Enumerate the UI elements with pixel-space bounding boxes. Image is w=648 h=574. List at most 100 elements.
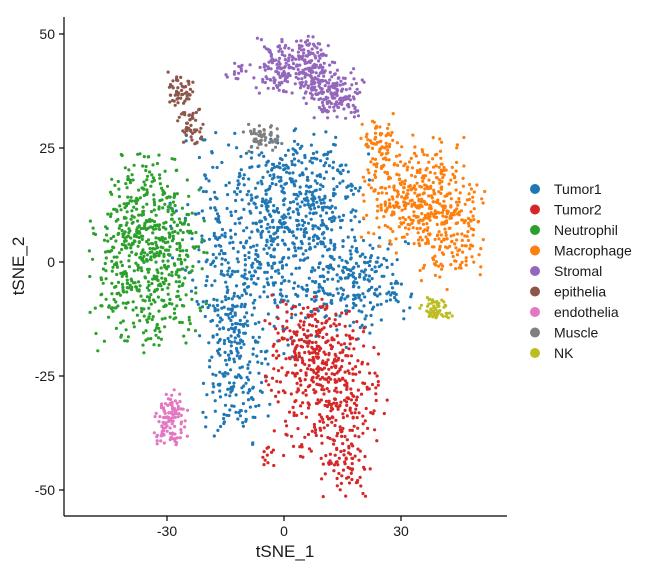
point (397, 225, 401, 229)
point (334, 354, 338, 358)
point (411, 133, 415, 137)
point (142, 193, 146, 198)
point (223, 234, 227, 239)
point (388, 142, 392, 146)
point (170, 406, 175, 410)
point (125, 274, 129, 278)
point (307, 341, 311, 345)
point (352, 424, 356, 428)
point (312, 88, 316, 92)
point (292, 67, 296, 71)
point (283, 391, 287, 395)
point (354, 407, 358, 411)
point (306, 49, 310, 53)
point (234, 393, 238, 397)
legend-swatch (530, 245, 540, 256)
point (238, 174, 242, 178)
point (222, 305, 226, 309)
point (212, 234, 216, 238)
point (240, 386, 244, 390)
point (249, 156, 253, 160)
point (349, 218, 353, 223)
point (340, 102, 344, 106)
point (368, 331, 372, 335)
point (304, 192, 308, 196)
point (176, 405, 180, 409)
point (310, 270, 314, 274)
point (209, 206, 213, 210)
point (314, 428, 318, 432)
point (471, 195, 475, 199)
point (197, 248, 201, 252)
point (354, 81, 358, 86)
point (300, 144, 304, 148)
point (176, 119, 180, 123)
point (306, 178, 310, 182)
point (322, 302, 326, 306)
point (327, 206, 331, 210)
point (347, 446, 351, 450)
point (420, 212, 424, 216)
point (235, 146, 239, 150)
point (304, 227, 308, 231)
point (331, 95, 335, 99)
point (266, 445, 271, 449)
point (335, 68, 339, 72)
point (175, 75, 179, 79)
point (331, 160, 336, 164)
point (224, 358, 228, 362)
point (322, 392, 326, 396)
point (419, 185, 423, 189)
point (272, 204, 276, 208)
point (286, 59, 290, 63)
point (223, 258, 228, 262)
point (117, 226, 121, 230)
point (346, 354, 350, 358)
point (120, 282, 125, 286)
point (348, 324, 352, 328)
point (172, 220, 176, 224)
point (261, 80, 265, 84)
point (265, 277, 269, 281)
point (481, 238, 485, 242)
point (309, 143, 313, 147)
point (356, 114, 361, 118)
legend-swatch (530, 327, 540, 338)
point (454, 200, 459, 204)
point (255, 354, 259, 358)
point (132, 163, 136, 167)
point (266, 170, 270, 174)
point (138, 196, 142, 200)
point (103, 261, 107, 266)
legend-label: endothelia (554, 304, 619, 320)
point (420, 148, 424, 152)
point (373, 371, 377, 375)
point (218, 389, 222, 393)
point (91, 226, 95, 230)
point (357, 309, 361, 313)
point (422, 216, 427, 220)
point (185, 408, 190, 412)
point (112, 234, 116, 239)
point (124, 306, 128, 310)
point (293, 305, 298, 309)
point (172, 437, 176, 441)
point (315, 382, 319, 386)
point (298, 190, 302, 194)
point (332, 463, 337, 467)
point (316, 370, 320, 374)
y-tick-label: -25 (35, 368, 55, 384)
point (295, 39, 299, 43)
point (295, 223, 299, 228)
point (409, 295, 413, 299)
point (227, 353, 231, 357)
point (255, 243, 259, 247)
point (285, 75, 289, 79)
point (177, 412, 181, 416)
point (317, 66, 321, 70)
point (432, 305, 436, 310)
point (295, 227, 300, 231)
point (440, 221, 444, 225)
point (190, 116, 194, 120)
point (276, 305, 280, 309)
